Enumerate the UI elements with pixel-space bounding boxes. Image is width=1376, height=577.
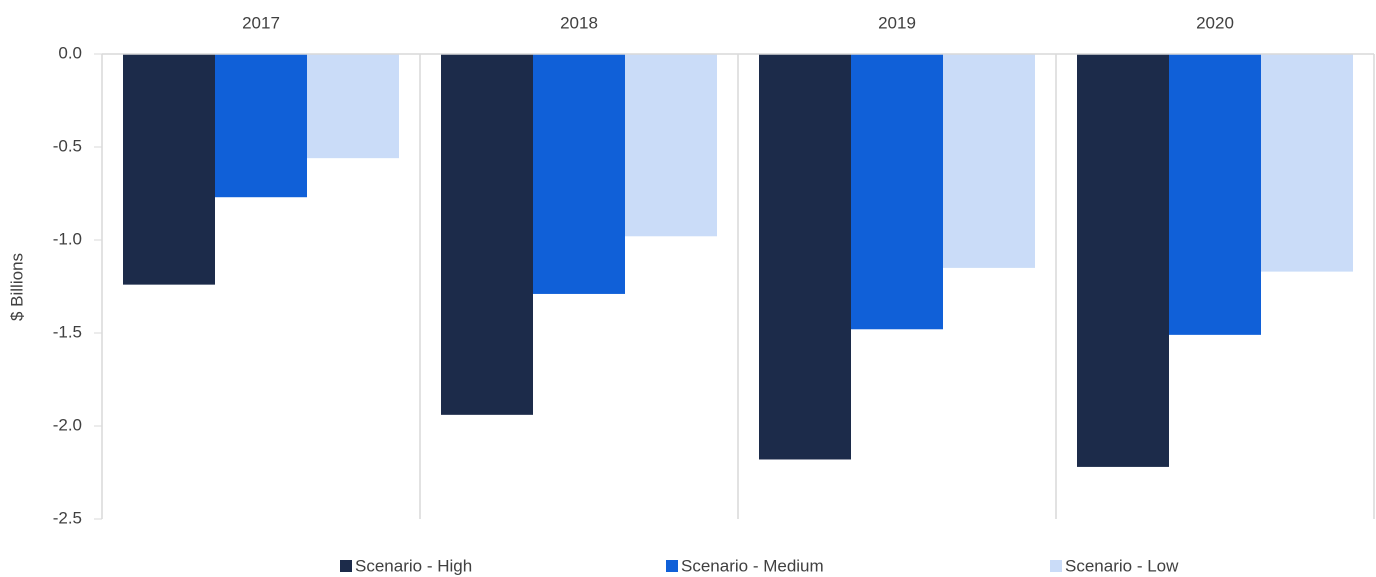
legend-label: Scenario - Low — [1065, 556, 1179, 575]
bar — [215, 54, 307, 198]
y-tick-label: -2.5 — [53, 508, 82, 527]
y-axis-label: $ Billions — [7, 253, 26, 321]
legend-swatch — [1050, 560, 1062, 572]
bar — [1077, 54, 1169, 467]
x-tick-label: 2020 — [1196, 13, 1234, 32]
y-tick-label: -2.0 — [53, 415, 82, 434]
x-tick-label: 2018 — [560, 13, 598, 32]
bar — [625, 54, 717, 237]
y-tick-label: -1.0 — [53, 229, 82, 248]
bar — [851, 54, 943, 330]
bar — [1169, 54, 1261, 335]
y-tick-label: -1.5 — [53, 322, 82, 341]
bar — [441, 54, 533, 415]
legend-swatch — [340, 560, 352, 572]
bar — [759, 54, 851, 460]
y-tick-label: -0.5 — [53, 136, 82, 155]
legend-swatch — [666, 560, 678, 572]
bar — [1261, 54, 1353, 272]
bar — [307, 54, 399, 159]
bar — [533, 54, 625, 294]
y-tick-label: 0.0 — [58, 43, 82, 62]
legend-label: Scenario - Medium — [681, 556, 824, 575]
x-tick-label: 2017 — [242, 13, 280, 32]
x-tick-label: 2019 — [878, 13, 916, 32]
bar — [123, 54, 215, 285]
legend-label: Scenario - High — [355, 556, 472, 575]
bar — [943, 54, 1035, 268]
